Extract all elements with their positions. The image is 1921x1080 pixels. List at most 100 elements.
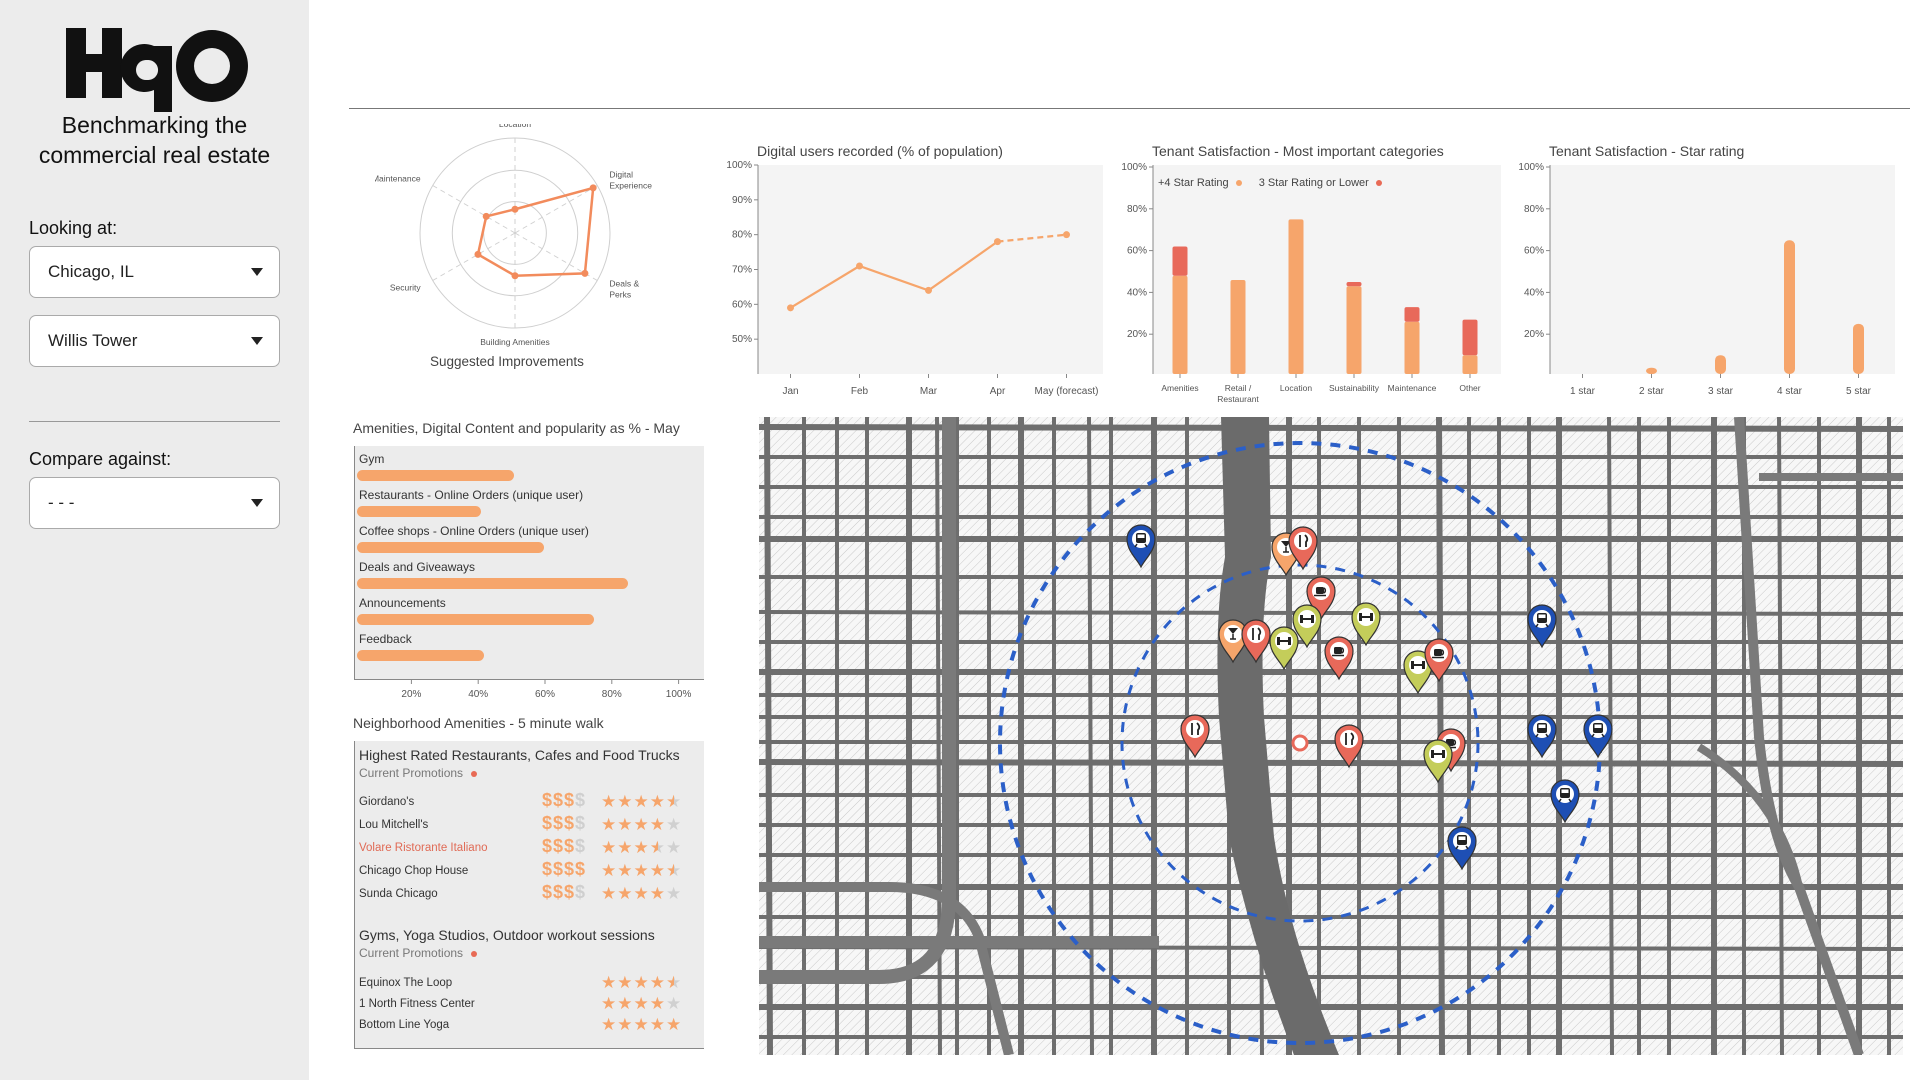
restaurant-name[interactable]: Volare Ristorante Italiano: [359, 842, 488, 854]
restaurant-name[interactable]: Lou Mitchell's: [359, 819, 429, 831]
radar-point: [589, 184, 597, 192]
radar-axis: [514, 232, 598, 281]
legend-high-label: +4 Star Rating: [1158, 177, 1229, 189]
data-point: [994, 238, 1001, 246]
radar-point: [581, 269, 589, 277]
tagline-line2: commercial real estate: [38, 142, 271, 168]
transit-icon: [1535, 613, 1549, 628]
star-rating: ★★★★★: [601, 815, 683, 834]
tagline: Benchmarking the commercial real estate: [0, 110, 309, 170]
restaurant-pin[interactable]: [1180, 714, 1210, 759]
star-rating: ★★★★★: [601, 884, 683, 903]
gyms-promotions[interactable]: Current Promotions: [359, 946, 478, 960]
star-rating-title: Tenant Satisfaction - Star rating: [1549, 143, 1745, 159]
gym-pin[interactable]: [1269, 626, 1299, 671]
header-divider: [349, 108, 1910, 109]
radar-axis: [432, 232, 516, 281]
gyms-heading: Gyms, Yoga Studios, Outdoor workout sess…: [359, 927, 655, 943]
restaurant-pin[interactable]: [1288, 526, 1318, 571]
amenity-label: Coffee shops - Online Orders (unique use…: [359, 524, 589, 538]
gym-pin[interactable]: [1403, 650, 1433, 695]
restaurant-pin[interactable]: [1334, 724, 1364, 769]
y-tick-label: 100%: [1518, 162, 1544, 173]
chevron-down-icon: [251, 337, 263, 345]
bar: [1715, 355, 1726, 374]
star-rating: ★★★★★: [601, 861, 683, 880]
cafe-icon: [1432, 649, 1445, 659]
bar-high: [1346, 286, 1362, 374]
x-tick-label: 3 star: [1708, 386, 1734, 397]
chevron-down-icon: [251, 268, 263, 276]
star-rating: ★★★★★: [601, 973, 683, 992]
transit-icon: [1591, 723, 1605, 738]
radar-point: [482, 212, 490, 220]
legend-high-swatch: [1235, 180, 1242, 187]
gym-pin[interactable]: [1423, 739, 1453, 784]
restaurant-pin[interactable]: [1241, 619, 1271, 664]
building-marker[interactable]: [1291, 734, 1309, 752]
tenant-legend: +4 Star Rating 3 Star Rating or Lower: [1158, 177, 1382, 189]
cafe-pin[interactable]: [1424, 638, 1454, 683]
restaurant-icon: [1252, 627, 1262, 640]
radar-axis-label: Maintenance: [375, 174, 421, 184]
star-rating: ★★★★★: [601, 994, 683, 1013]
bar: [1646, 367, 1657, 374]
transit-pin[interactable]: [1527, 714, 1557, 759]
city-select-value: Chicago, IL: [48, 262, 134, 281]
radar-point: [511, 272, 519, 280]
gym-name[interactable]: Bottom Line Yoga: [359, 1019, 450, 1031]
amenity-bar: [357, 542, 544, 553]
transit-pin[interactable]: [1126, 524, 1156, 569]
promotion-dot: [471, 950, 478, 957]
transit-pin[interactable]: [1583, 714, 1613, 759]
sidebar-divider: [29, 421, 280, 422]
building-select[interactable]: Willis Tower: [29, 315, 280, 367]
city-select[interactable]: Chicago, IL: [29, 246, 280, 298]
restaurants-promotions[interactable]: Current Promotions: [359, 766, 478, 780]
gym-pin[interactable]: [1292, 604, 1322, 649]
y-tick-label: 100%: [1121, 162, 1147, 173]
radar-axis-label: Security: [390, 283, 421, 293]
bar-pin[interactable]: [1218, 619, 1248, 664]
tenant-categories-title: Tenant Satisfaction - Most important cat…: [1152, 143, 1444, 159]
radar-axis-label: Building Amenities: [480, 337, 549, 347]
radar-point: [511, 205, 519, 213]
x-tick-label: 4 star: [1777, 386, 1803, 397]
compare-select[interactable]: - - -: [29, 477, 280, 529]
restaurant-name[interactable]: Giordano's: [359, 796, 415, 808]
bar: [1784, 240, 1795, 374]
transit-pin[interactable]: [1527, 604, 1557, 649]
x-tick-label: 60%: [535, 689, 555, 700]
restaurant-name[interactable]: Chicago Chop House: [359, 865, 469, 877]
star-rating-chart: 100% 80% 60% 40% 20% 1 star 2 star 3 star 4 star…: [1518, 162, 1871, 397]
restaurant-name[interactable]: Sunda Chicago: [359, 888, 438, 900]
transit-icon: [1134, 533, 1148, 548]
map-canvas[interactable]: [759, 417, 1903, 1055]
cafe-icon: [1314, 587, 1327, 597]
bar-high: [1288, 219, 1304, 374]
neighborhood-map[interactable]: [759, 417, 1903, 1055]
radar-axis-label: Location: [499, 124, 531, 129]
forecast-line: [997, 233, 1067, 243]
compare-label: Compare against:: [29, 449, 172, 469]
bar-low: [1172, 246, 1188, 276]
transit-pin[interactable]: [1447, 826, 1477, 871]
neighborhood-title: Neighborhood Amenities - 5 minute walk: [353, 715, 604, 731]
amenity-label: Restaurants - Online Orders (unique user…: [359, 488, 584, 502]
x-tick-label: 2 star: [1639, 386, 1665, 397]
restaurant-icon: [1345, 732, 1355, 745]
cafe-pin[interactable]: [1324, 636, 1354, 681]
digital-users-chart: 100% 90% 80% 70% 60% 50% Jan Feb Mar Apr May (fore…: [726, 160, 1098, 397]
tenant-categories-panel: [1153, 165, 1501, 374]
promotion-dot: [471, 770, 478, 777]
bar-icon: [1228, 628, 1238, 640]
x-tick-label: 40%: [468, 689, 488, 700]
tagline-line1: Benchmarking the: [61, 112, 248, 138]
amenities-x-axis: 20% 40% 60% 80% 100%: [401, 680, 691, 700]
x-tick-label: Retail / Restaurant: [1217, 383, 1259, 404]
gym-name[interactable]: Equinox The Loop: [359, 977, 453, 989]
gym-name[interactable]: 1 North Fitness Center: [359, 998, 475, 1010]
transit-pin[interactable]: [1550, 779, 1580, 824]
gym-pin[interactable]: [1351, 602, 1381, 647]
star-rating: ★★★★★: [601, 792, 683, 811]
